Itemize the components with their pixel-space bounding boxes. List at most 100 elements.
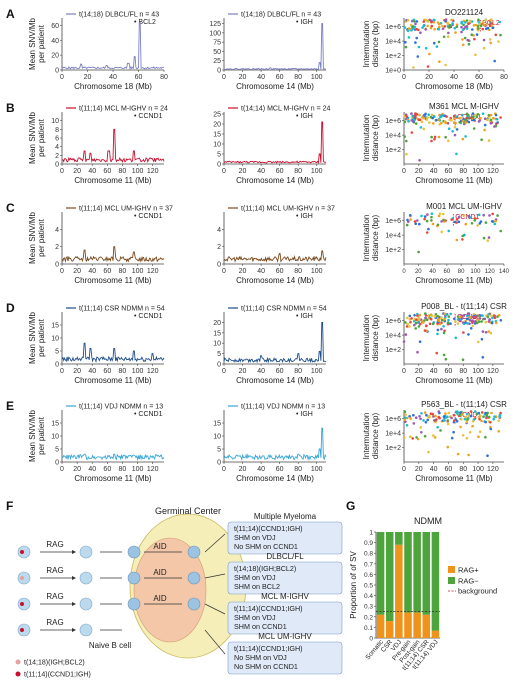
point [471, 324, 475, 328]
point [447, 26, 451, 29]
y-tick-label: 1e+2 [385, 347, 401, 354]
x-tick-label: 60 [276, 368, 284, 375]
point [439, 322, 442, 326]
x-tick-label: 0 [60, 368, 64, 375]
point [493, 125, 496, 128]
panel-label-A: A [6, 7, 15, 21]
point [449, 312, 453, 316]
point [467, 333, 470, 336]
series-line [223, 427, 327, 461]
point [419, 426, 423, 429]
point [412, 422, 416, 425]
x-tick-label: 120 [485, 269, 496, 275]
point [409, 320, 412, 324]
point [453, 121, 456, 124]
point [464, 121, 468, 124]
gc-b-cell [127, 545, 141, 559]
legend-label: RAG− [458, 577, 479, 586]
point [444, 357, 448, 361]
point [440, 327, 443, 331]
point [477, 320, 481, 323]
gene-marker-label: CCND1 [455, 214, 479, 221]
point [452, 413, 456, 417]
point [479, 22, 482, 26]
point [477, 435, 480, 439]
point [482, 38, 486, 42]
y-tick-label: 0.8 [364, 551, 373, 558]
point [492, 417, 496, 421]
x-axis-label: Chromosome 18 (Mb) [415, 82, 493, 91]
point [434, 419, 437, 422]
point [465, 436, 469, 440]
point [440, 316, 443, 319]
point [443, 419, 446, 422]
y-tick-label: 1e+4 [385, 133, 401, 140]
point [471, 424, 474, 428]
chromosome-dot [20, 602, 24, 606]
point [467, 414, 471, 417]
point [446, 422, 450, 426]
y-tick-label: 0 [217, 162, 221, 169]
point [489, 122, 493, 125]
legend-label: t(11;14) CSR NDMM n = 54 [79, 306, 165, 313]
point [471, 419, 475, 423]
point [431, 222, 435, 226]
x-tick-label: 40 [430, 368, 438, 375]
x-tick-label: 100 [132, 168, 144, 175]
y-tick-label: 20 [213, 122, 221, 129]
point [470, 222, 474, 225]
x-tick-label: 40 [88, 168, 96, 175]
point [447, 139, 450, 143]
point [471, 319, 475, 322]
point [444, 63, 447, 67]
outcome-line: No SHM on CCND1 [234, 662, 298, 671]
x-tick-label: 0 [222, 168, 226, 175]
point [443, 25, 447, 28]
point [437, 27, 441, 31]
point [450, 18, 453, 22]
point [428, 414, 431, 418]
x-tick-label: 40 [257, 74, 265, 81]
point [486, 118, 489, 122]
point [481, 112, 485, 115]
series-line [61, 128, 165, 163]
outcome-title: MCL M-IGHV [261, 592, 309, 601]
point [498, 20, 502, 24]
point [490, 220, 494, 223]
point [480, 411, 484, 414]
gene-marker: • CCND1 [134, 113, 163, 120]
x-tick-label: 60 [475, 74, 483, 81]
point [440, 230, 444, 234]
point [458, 413, 462, 417]
point [461, 358, 465, 362]
x-tick-label: 0 [222, 368, 226, 375]
point [484, 411, 487, 415]
point [434, 414, 437, 418]
point [414, 112, 417, 115]
outcome-line: SHM on VDJ [234, 533, 276, 542]
y-tick-label: 0.1 [364, 625, 373, 632]
x-tick-label: 20 [415, 368, 423, 375]
outcome-line: No SHM on CCND1 [234, 542, 298, 551]
point [430, 113, 434, 117]
x-axis-label: Chromosome 14 (Mb) [236, 82, 314, 91]
point [414, 327, 418, 330]
outcome-line: t(11;14)(CCND1;IGH) [234, 644, 303, 653]
outcome-box [227, 521, 343, 555]
point [424, 312, 427, 315]
point [424, 420, 428, 424]
x-tick-label: 0 [402, 466, 406, 473]
point [494, 33, 498, 37]
y-tick-label: 15 [213, 132, 221, 139]
point [408, 415, 411, 418]
y-tick-label: 60 [51, 23, 59, 30]
x-tick-label: 120 [487, 368, 499, 375]
legend-label: t(11;14) VDJ NDMM n = 13 [241, 404, 325, 411]
point [405, 424, 409, 427]
gene-marker: • IGH [296, 411, 313, 418]
outcome-box [227, 601, 343, 635]
point [413, 20, 416, 23]
x-tick-label: 0 [402, 74, 406, 81]
point [437, 25, 441, 29]
